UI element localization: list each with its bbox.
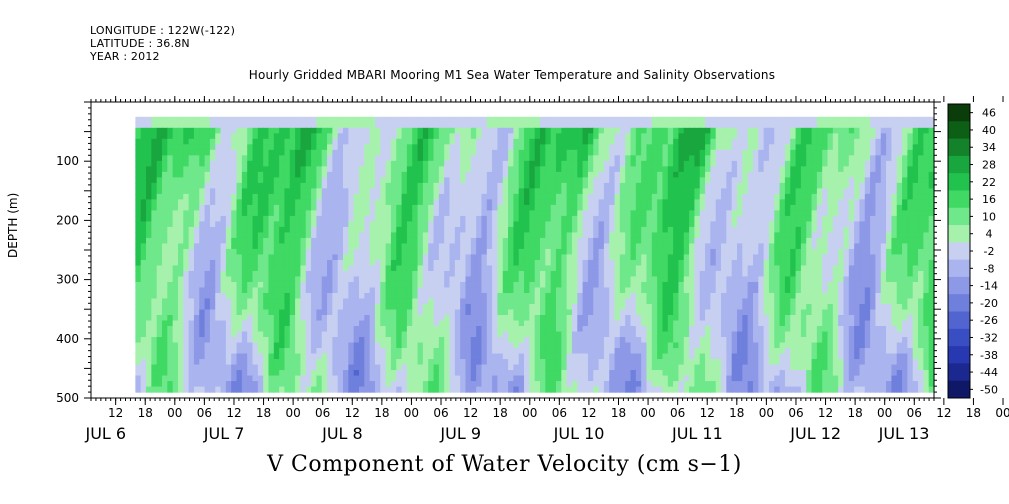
colorbar-swatch bbox=[948, 294, 970, 313]
x-day-label: JUL 10 bbox=[553, 424, 605, 443]
colorbar-label: -44 bbox=[980, 366, 998, 379]
colorbar-swatch bbox=[948, 190, 970, 209]
x-hour-label: 06 bbox=[552, 406, 567, 420]
colorbar-label: 28 bbox=[982, 159, 996, 172]
colorbar-swatch bbox=[948, 173, 970, 191]
x-hour-label: 12 bbox=[700, 406, 715, 420]
x-hour-label: 12 bbox=[226, 406, 241, 420]
colorbar-swatch bbox=[948, 346, 970, 364]
x-hour-label: 12 bbox=[345, 406, 360, 420]
x-day-label: JUL 6 bbox=[84, 424, 126, 443]
x-hour-label: 18 bbox=[729, 406, 744, 420]
x-hour-label: 18 bbox=[138, 406, 153, 420]
x-hour-label: 00 bbox=[522, 406, 537, 420]
colorbar-label: -50 bbox=[980, 383, 998, 396]
x-day-label: JUL 7 bbox=[203, 424, 245, 443]
colorbar-swatch bbox=[948, 259, 970, 278]
x-hour-label: 00 bbox=[285, 406, 300, 420]
x-hour-label: 12 bbox=[463, 406, 478, 420]
x-day-label: JUL 9 bbox=[439, 424, 481, 443]
y-tick-label: 500 bbox=[56, 391, 79, 405]
colorbar-label: -20 bbox=[980, 297, 998, 310]
colorbar-swatch bbox=[948, 363, 970, 382]
x-hour-label: 18 bbox=[493, 406, 508, 420]
colorbar-label: 40 bbox=[982, 124, 996, 137]
colorbar-label: -8 bbox=[984, 262, 995, 275]
x-hour-label: 06 bbox=[197, 406, 212, 420]
colorbar-swatch bbox=[948, 242, 970, 261]
x-hour-label: 18 bbox=[966, 406, 981, 420]
colorbar-label: 10 bbox=[982, 210, 996, 223]
colorbar-swatch bbox=[948, 225, 970, 243]
colorbar-swatch bbox=[948, 121, 970, 140]
colorbar-label: 16 bbox=[982, 193, 996, 206]
x-hour-label: 12 bbox=[936, 406, 951, 420]
x-hour-label: 00 bbox=[640, 406, 655, 420]
colorbar-swatch bbox=[948, 138, 970, 157]
x-hour-label: 06 bbox=[315, 406, 330, 420]
y-tick-label: 200 bbox=[56, 213, 79, 227]
x-hour-label: 18 bbox=[611, 406, 626, 420]
year-label: YEAR : 2012 bbox=[90, 50, 160, 63]
colorbar-swatch bbox=[948, 380, 970, 399]
x-hour-label: 06 bbox=[670, 406, 685, 420]
x-day-label: JUL 8 bbox=[321, 424, 363, 443]
colorbar-swatch bbox=[948, 155, 970, 174]
x-axis-title: V Component of Water Velocity (cm s−1) bbox=[267, 452, 742, 477]
colorbar-label: 46 bbox=[982, 107, 996, 120]
colorbar-label: 34 bbox=[982, 141, 996, 154]
x-hour-label: 12 bbox=[581, 406, 596, 420]
colorbar-swatch bbox=[948, 104, 970, 122]
chart-title: Hourly Gridded MBARI Mooring M1 Sea Wate… bbox=[248, 68, 776, 82]
heatmap-field bbox=[135, 116, 935, 393]
colorbar-label: 4 bbox=[986, 228, 993, 241]
latitude-label: LATITUDE : 36.8N bbox=[90, 37, 190, 50]
colorbar-swatch bbox=[948, 328, 970, 347]
colorbar-label: -26 bbox=[980, 314, 998, 327]
x-hour-label: 18 bbox=[256, 406, 271, 420]
x-hour-label: 12 bbox=[108, 406, 123, 420]
y-tick-label: 100 bbox=[56, 154, 79, 168]
y-tick-label: 400 bbox=[56, 332, 79, 346]
colorbar-swatch bbox=[948, 276, 970, 295]
x-day-label: JUL 11 bbox=[671, 424, 723, 443]
x-hour-label: 00 bbox=[759, 406, 774, 420]
longitude-label: LONGITUDE : 122W(-122) bbox=[90, 24, 236, 37]
x-hour-label: 18 bbox=[847, 406, 862, 420]
x-hour-label: 06 bbox=[788, 406, 803, 420]
x-hour-label: 18 bbox=[374, 406, 389, 420]
x-hour-label: 06 bbox=[907, 406, 922, 420]
x-hour-label: 00 bbox=[167, 406, 182, 420]
x-day-label: JUL 13 bbox=[878, 424, 930, 443]
x-hour-label: 12 bbox=[818, 406, 833, 420]
x-hour-label: 00 bbox=[404, 406, 419, 420]
x-hour-label: 00 bbox=[877, 406, 892, 420]
x-day-label: JUL 12 bbox=[789, 424, 841, 443]
y-tick-label: 300 bbox=[56, 273, 79, 287]
colorbar-label: -14 bbox=[980, 280, 998, 293]
colorbar-swatch bbox=[948, 207, 970, 226]
x-hour-label: 00 bbox=[995, 406, 1009, 420]
colorbar-label: 22 bbox=[982, 176, 996, 189]
colorbar-swatch bbox=[948, 311, 970, 330]
colorbar-label: -2 bbox=[984, 245, 995, 258]
x-hour-label: 06 bbox=[433, 406, 448, 420]
colorbar-label: -32 bbox=[980, 331, 998, 344]
colorbar-label: -38 bbox=[980, 349, 998, 362]
